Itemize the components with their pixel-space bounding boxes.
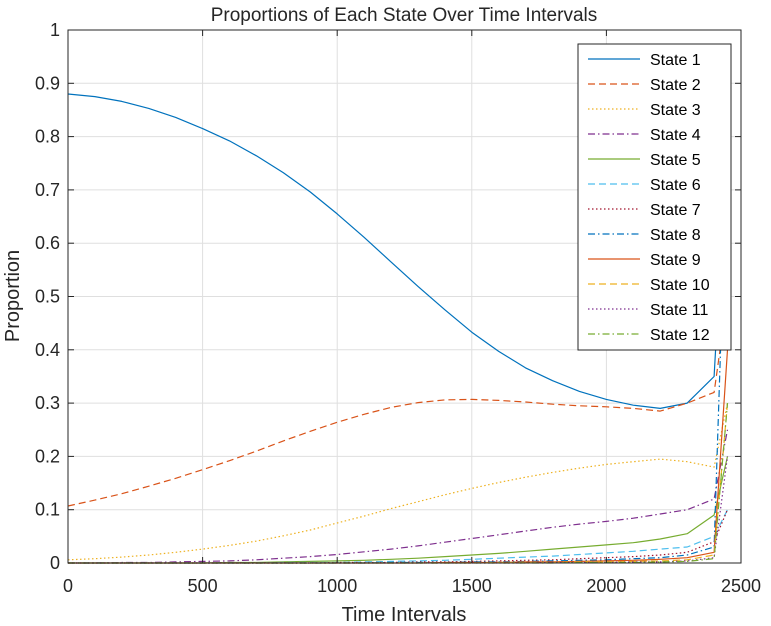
- legend-label: State 10: [650, 277, 710, 294]
- legend: State 1 State 2 State 3 State 4 State 5 State…: [577, 43, 732, 351]
- y-tick-label: 0.2: [35, 446, 60, 466]
- y-tick-label: 0.8: [35, 127, 60, 147]
- y-tick-label: 0.9: [35, 73, 60, 93]
- legend-label: State 3: [650, 102, 701, 119]
- legend-label: State 8: [650, 227, 701, 244]
- x-tick-label: 2000: [586, 576, 626, 596]
- legend-label: State 5: [650, 152, 701, 169]
- x-axis-label: Time Intervals: [342, 604, 467, 626]
- y-tick-label: 0.6: [35, 233, 60, 253]
- x-tick-label: 1500: [452, 576, 492, 596]
- series-line-state-1: [67, 93, 729, 409]
- x-tick-label: 1000: [317, 576, 357, 596]
- x-tick-label: 500: [188, 576, 218, 596]
- series-line-state-2: [67, 296, 729, 507]
- legend-label: State 12: [650, 327, 710, 344]
- y-tick-label: 0.7: [35, 180, 60, 200]
- series-line-state-3: [67, 402, 729, 561]
- legend-box: [577, 43, 732, 351]
- legend-label: State 6: [650, 177, 701, 194]
- legend-label: State 7: [650, 202, 701, 219]
- y-axis-label: Proportion: [2, 250, 24, 342]
- chart-title: Proportions of Each State Over Time Inte…: [211, 5, 598, 26]
- x-tick-label: 2500: [721, 576, 761, 596]
- y-tick-label: 0: [50, 553, 60, 573]
- y-tick-label: 0.3: [35, 393, 60, 413]
- legend-label: State 4: [650, 127, 701, 144]
- series-line-state-4: [68, 429, 729, 564]
- legend-label: State 2: [650, 77, 701, 94]
- legend-label: State 9: [650, 252, 701, 269]
- legend-label: State 1: [650, 52, 701, 69]
- legend-label: State 11: [650, 302, 709, 319]
- axis-ticks: 0 500 1000 1500 2000 2500 0 0.1 0.2 0.3 0.4 0.5 0.6 0…: [35, 20, 761, 596]
- y-tick-label: 0.1: [35, 500, 60, 520]
- y-tick-label: 0.5: [35, 287, 60, 307]
- y-tick-label: 0.4: [35, 340, 60, 360]
- y-tick-label: 1: [50, 20, 60, 40]
- x-tick-label: 0: [63, 576, 73, 596]
